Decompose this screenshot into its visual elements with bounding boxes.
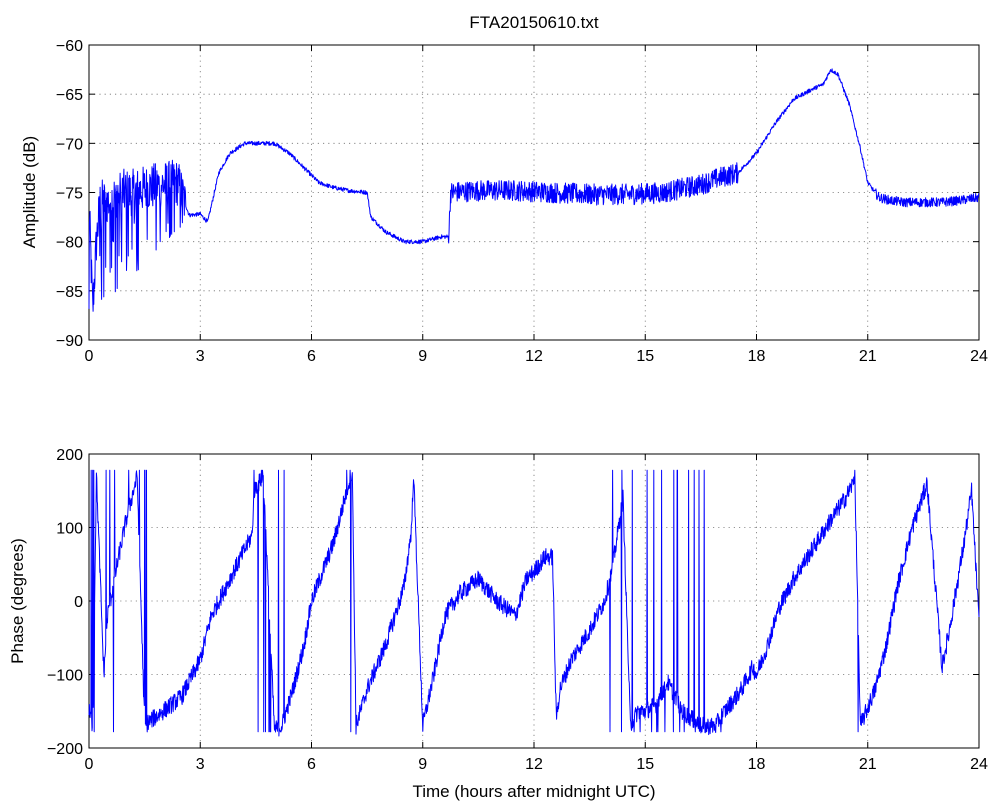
amplitude-x-tick-label: 6: [307, 348, 316, 365]
phase-x-tick-label: 6: [307, 756, 316, 773]
amplitude-x-tick-label: 15: [636, 348, 654, 365]
chart-title: FTA20150610.txt: [469, 13, 598, 32]
amplitude-y-tick-label: −70: [56, 136, 83, 153]
phase-x-tick-label: 21: [859, 756, 877, 773]
phase-panel: 0 3 6 9 12 15 18 21 24 −200 −100 0 100 200 Time (hou…: [8, 447, 988, 801]
amplitude-y-tick-label: −85: [56, 284, 83, 301]
phase-y-tick-label: −100: [47, 668, 83, 685]
amplitude-panel: 0 3 6 9 12 15 18 21 24 −90 −85 −80 −75 −70 −65 −60 FTA…: [20, 13, 988, 365]
phase-trace: [88, 469, 980, 737]
phase-y-tick-label: −200: [47, 741, 83, 758]
amplitude-x-tick-labels: 0 3 6 9 12 15 18 21 24: [85, 348, 988, 365]
phase-x-tick-label: 18: [748, 756, 766, 773]
phase-grid: [89, 454, 979, 748]
phase-y-tick-label: 200: [56, 447, 83, 464]
phase-x-axis-label: Time (hours after midnight UTC): [412, 782, 655, 801]
amplitude-x-tick-label: 24: [970, 348, 988, 365]
amplitude-y-tick-label: −65: [56, 87, 83, 104]
phase-x-tick-label: 9: [418, 756, 427, 773]
amplitude-x-tick-label: 3: [196, 348, 205, 365]
amplitude-y-tick-label: −60: [56, 38, 83, 55]
phase-ticks: [88, 453, 980, 749]
phase-x-tick-label: 12: [525, 756, 543, 773]
phase-x-tick-label: 24: [970, 756, 988, 773]
phase-y-tick-label: 100: [56, 521, 83, 538]
amplitude-x-tick-label: 12: [525, 348, 543, 365]
phase-x-tick-label: 15: [636, 756, 654, 773]
amplitude-y-tick-label: −90: [56, 333, 83, 350]
amplitude-y-tick-label: −80: [56, 235, 83, 252]
phase-x-tick-label: 0: [85, 756, 94, 773]
amplitude-y-tick-labels: −90 −85 −80 −75 −70 −65 −60: [56, 38, 83, 350]
phase-x-tick-labels: 0 3 6 9 12 15 18 21 24: [85, 756, 988, 773]
amplitude-x-tick-label: 18: [748, 348, 766, 365]
phase-y-tick-labels: −200 −100 0 100 200: [47, 447, 83, 758]
amplitude-x-tick-label: 0: [85, 348, 94, 365]
amplitude-x-tick-label: 21: [859, 348, 877, 365]
phase-x-tick-label: 3: [196, 756, 205, 773]
amplitude-y-axis-label: Amplitude (dB): [20, 136, 39, 248]
phase-y-axis-label: Phase (degrees): [8, 538, 27, 664]
amplitude-x-tick-label: 9: [418, 348, 427, 365]
phase-y-tick-label: 0: [74, 594, 83, 611]
amplitude-trace: [88, 68, 980, 312]
amplitude-y-tick-label: −75: [56, 186, 83, 203]
amplitude-ticks: [88, 44, 980, 341]
